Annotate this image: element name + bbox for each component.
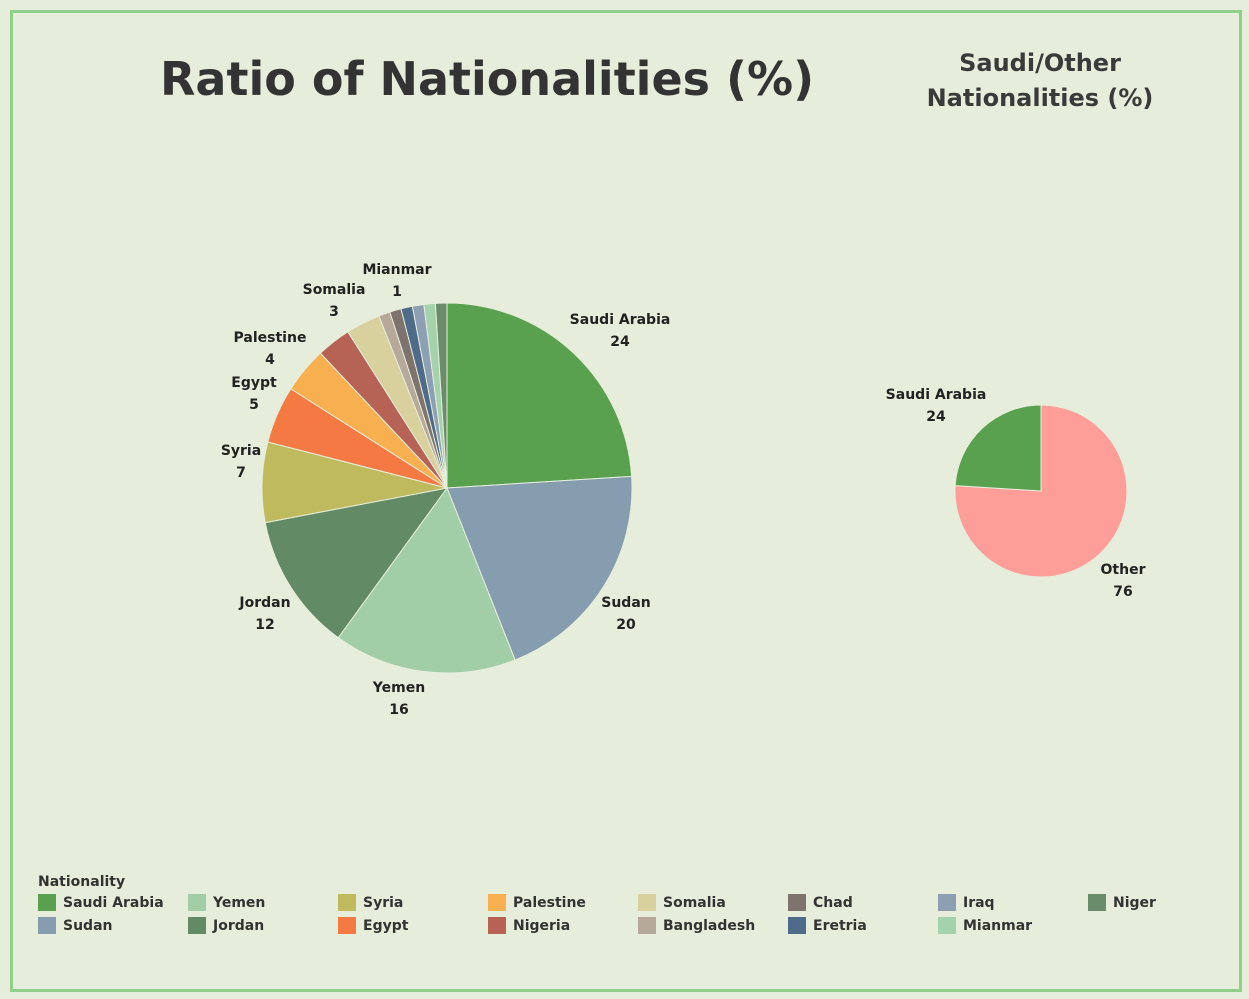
legend-item-syria[interactable]: Syria [338,894,488,911]
legend-item-nigeria[interactable]: Nigeria [488,917,638,934]
main-label-egypt: Egypt [231,375,277,391]
legend-item-iraq[interactable]: Iraq [938,894,1088,911]
main-label-mianmar: Mianmar [362,262,431,278]
main-slice-saudi-arabia[interactable] [446,302,633,489]
main-value-egypt: 5 [249,397,259,413]
legend-item-palestine[interactable]: Palestine [488,894,638,911]
main-label-yemen: Yemen [372,680,425,696]
legend-label: Iraq [963,894,995,911]
legend-swatch-yemen [188,894,206,911]
main-value-palestine: 4 [265,352,275,368]
main-label-palestine: Palestine [234,330,307,346]
side-label-saudi-arabia: Saudi Arabia [886,387,987,403]
main-label-jordan: Jordan [238,595,290,611]
legend-label: Sudan [63,917,113,934]
saudi-other-pie-chart: Other 76 Saudi Arabia 24 [886,387,1146,600]
legend-item-somalia[interactable]: Somalia [638,894,788,911]
main-label-syria: Syria [221,443,261,459]
legend-item-bangladesh[interactable]: Bangladesh [638,917,788,934]
legend-label: Eretria [813,917,867,934]
main-value-syria: 7 [236,465,246,481]
legend-swatch-eretria [788,917,806,934]
main-value-mianmar: 1 [392,284,402,300]
main-value-saudi-arabia: 24 [610,334,630,350]
legend: Nationality Saudi Arabia Yemen Syria Palest… [38,874,1218,934]
legend-label: Palestine [513,894,586,911]
main-value-yemen: 16 [389,702,408,718]
legend-label: Mianmar [963,917,1033,934]
legend-swatch-somalia [638,894,656,911]
legend-label: Yemen [213,894,266,911]
legend-label: Saudi Arabia [63,894,164,911]
legend-label: Nigeria [513,917,571,934]
legend-swatch-palestine [488,894,506,911]
legend-label: Bangladesh [663,917,756,934]
nationality-pie-chart: Saudi Arabia 24 Sudan 20 Yemen 16 Jordan 12 Syri… [221,262,671,718]
legend-label: Niger [1113,894,1156,911]
legend-item-jordan[interactable]: Jordan [188,917,338,934]
legend-swatch-jordan [188,917,206,934]
legend-swatch-egypt [338,917,356,934]
main-slice-jordan[interactable] [264,487,449,639]
side-value-other: 76 [1113,584,1132,600]
legend-swatch-mianmar [938,917,956,934]
side-value-saudi-arabia: 24 [926,409,946,425]
main-label-sudan: Sudan [601,595,651,611]
legend-item-mianmar[interactable]: Mianmar [938,917,1088,934]
legend-swatch-saudi-arabia [38,894,56,911]
legend-swatch-nigeria [488,917,506,934]
legend-swatch-chad [788,894,806,911]
legend-item-egypt[interactable]: Egypt [338,917,488,934]
legend-swatch-iraq [938,894,956,911]
legend-label: Jordan [213,917,265,934]
legend-swatch-sudan [38,917,56,934]
main-label-saudi-arabia: Saudi Arabia [570,312,671,328]
legend-swatch-bangladesh [638,917,656,934]
main-value-sudan: 20 [616,617,636,633]
main-chart-title: Ratio of Nationalities (%) [160,52,815,106]
legend-item-niger[interactable]: Niger [1088,894,1238,911]
main-slice-niger[interactable] [434,302,448,489]
legend-item-sudan[interactable]: Sudan [38,917,188,934]
legend-label: Somalia [663,894,726,911]
side-label-other: Other [1101,562,1146,578]
main-value-somalia: 3 [329,304,339,320]
legend-title: Nationality [38,874,126,890]
main-slice-yemen[interactable] [337,486,516,674]
main-label-somalia: Somalia [303,282,366,298]
legend-item-saudi-arabia[interactable]: Saudi Arabia [38,894,188,911]
legend-items: Saudi Arabia Yemen Syria Palestine Somalia Ch… [38,894,1218,934]
side-slice-saudi-arabia[interactable] [954,404,1042,492]
legend-label: Egypt [363,917,409,934]
legend-label: Chad [813,894,853,911]
legend-swatch-syria [338,894,356,911]
main-slice-sudan[interactable] [446,475,633,661]
legend-swatch-niger [1088,894,1106,911]
legend-item-yemen[interactable]: Yemen [188,894,338,911]
legend-item-chad[interactable]: Chad [788,894,938,911]
legend-item-eretria[interactable]: Eretria [788,917,938,934]
legend-label: Syria [363,894,404,911]
side-chart-title: Saudi/Other Nationalities (%) [926,49,1154,112]
main-value-jordan: 12 [255,617,274,633]
